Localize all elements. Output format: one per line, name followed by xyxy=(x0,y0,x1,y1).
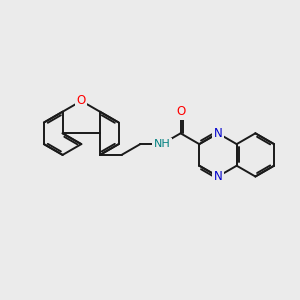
Text: N: N xyxy=(214,170,222,183)
Text: NH: NH xyxy=(154,139,170,149)
Text: N: N xyxy=(214,127,222,140)
Text: O: O xyxy=(77,94,86,107)
Text: O: O xyxy=(176,105,185,118)
